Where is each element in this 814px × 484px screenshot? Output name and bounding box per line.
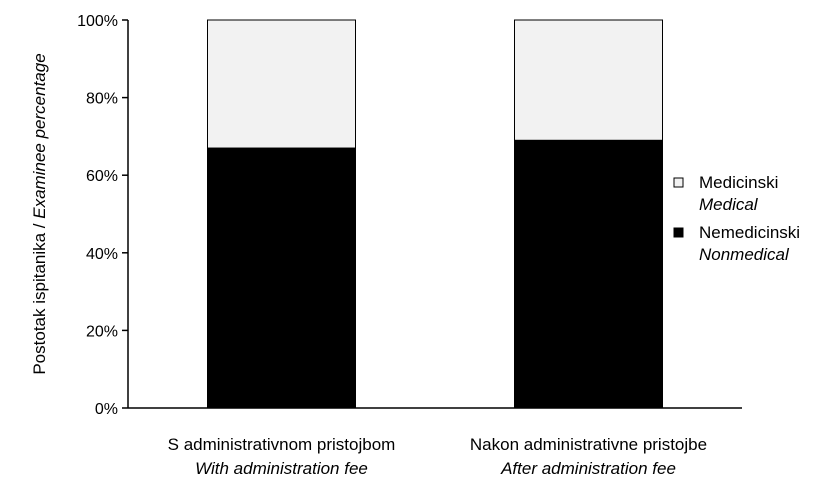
y-tick-label: 80% <box>86 91 118 108</box>
y-tick-label: 100% <box>77 13 118 30</box>
y-tick-label: 20% <box>86 323 118 340</box>
legend-label: Medicinski <box>699 173 778 192</box>
y-axis-label-hr: Postotak ispitanika / <box>30 219 49 375</box>
category-labels: S administrativnom pristojbom With admini… <box>168 435 707 478</box>
x-category-label: S administrativnom pristojbom <box>168 435 396 454</box>
legend-swatch-nonmedical <box>673 227 684 238</box>
y-tick-label: 60% <box>86 168 118 185</box>
bars <box>207 19 663 409</box>
bar-nonmedical-1 <box>207 147 356 409</box>
bar-medical-1 <box>207 19 356 149</box>
legend-label: Nemedicinski <box>699 223 800 242</box>
bar-nonmedical-2 <box>514 139 663 409</box>
x-category-label-en: With administration fee <box>195 459 368 478</box>
svg-text:Postotak ispitanika / Examinee: Postotak ispitanika / Examinee percentag… <box>30 53 49 374</box>
legend: Medicinski Medical Nemedicinski Nonmedical <box>673 173 800 264</box>
x-category-label: Nakon administrativne pristojbe <box>470 435 707 454</box>
bar-medical-2 <box>514 19 663 141</box>
y-tick-label: 40% <box>86 246 118 263</box>
x-category-label-en: After administration fee <box>500 459 676 478</box>
y-axis-label: Postotak ispitanika / Examinee percentag… <box>30 53 49 374</box>
y-ticks: 0% 20% 40% 60% 80% 100% <box>77 13 128 418</box>
y-tick-label: 0% <box>95 401 118 418</box>
legend-label-en: Medical <box>699 195 759 214</box>
y-axis-label-en: Examinee percentage <box>30 53 49 218</box>
legend-label-en: Nonmedical <box>699 245 790 264</box>
legend-swatch-medical <box>673 177 684 188</box>
